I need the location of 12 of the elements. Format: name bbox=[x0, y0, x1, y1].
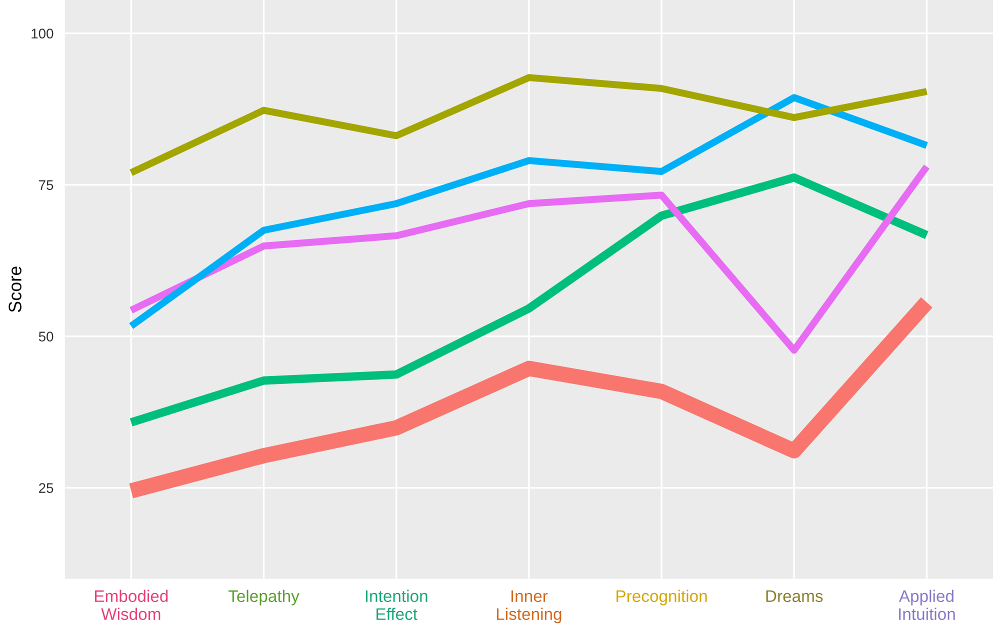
y-tick-label: 100 bbox=[32, 28, 54, 38]
x-tick-label: Inner Listening bbox=[496, 590, 562, 624]
y-tick-label: 50 bbox=[38, 332, 54, 342]
x-tick-label: Telepathy bbox=[228, 590, 300, 606]
x-tick-label: Precognition bbox=[616, 590, 707, 606]
x-tick-label: Intention Effect bbox=[366, 590, 428, 620]
x-tick-label: Dreams bbox=[766, 590, 823, 602]
x-tick-label: Applied Intuition bbox=[898, 590, 955, 620]
y-axis-title: Score bbox=[8, 266, 22, 312]
y-tick-label: 75 bbox=[39, 180, 54, 190]
y-tick-label: 25 bbox=[39, 483, 54, 493]
x-tick-label: Embodied Wisdom bbox=[95, 590, 168, 620]
